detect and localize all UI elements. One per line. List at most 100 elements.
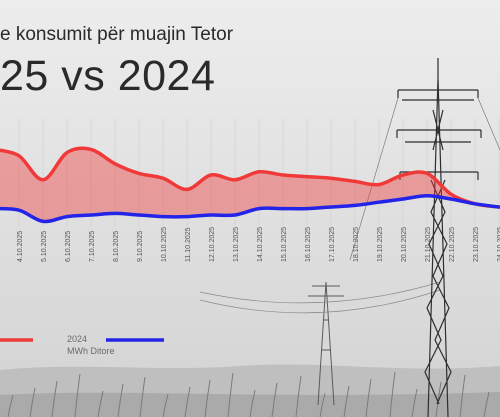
x-tick-label: 11.10.2025 <box>185 227 192 262</box>
grass-blade <box>97 390 104 417</box>
x-tick-label: 19.10.2025 <box>377 227 384 262</box>
grass-blade <box>459 374 466 417</box>
grass-blade <box>295 375 302 417</box>
point-2024 <box>402 198 404 200</box>
point-2024 <box>474 203 476 205</box>
legend-2024-label: 2024 <box>67 334 88 344</box>
point-2024 <box>90 214 92 216</box>
grass-blade <box>435 381 442 417</box>
grass-blade <box>249 389 256 417</box>
x-tick-label: 7.10.2025 <box>89 231 96 262</box>
ground-backdrop <box>0 281 500 417</box>
point-2024 <box>498 206 500 208</box>
point-2024 <box>378 201 380 203</box>
point-2025 <box>114 163 116 165</box>
x-tick-label: 5.10.2025 <box>41 231 48 262</box>
x-tick-label: 6.10.2025 <box>65 231 72 262</box>
ground-foreground <box>0 392 500 417</box>
point-2024 <box>426 195 428 197</box>
point-2024 <box>282 207 284 210</box>
x-tick-label: 4.10.2025 <box>17 231 24 262</box>
point-2024 <box>330 206 332 208</box>
point-2024 <box>234 214 236 216</box>
difference-fill <box>0 148 499 222</box>
point-2025 <box>306 175 308 178</box>
grass-blade <box>29 387 36 417</box>
power-wire <box>199 281 441 314</box>
grass-blade <box>411 388 418 417</box>
x-tick-label: 12.10.2025 <box>209 227 216 262</box>
grass-blade <box>271 382 278 417</box>
point-2025 <box>162 177 164 179</box>
point-2025 <box>186 188 188 191</box>
chart-subtitle: e konsumit për muajin Tetor <box>0 24 234 45</box>
chart-title: 25 vs 2024 <box>0 52 216 100</box>
x-tick-label: 13.10.2025 <box>233 227 240 262</box>
x-tick-label: 20.10.2025 <box>401 227 408 262</box>
point-2025 <box>282 174 284 176</box>
grass-blade <box>204 379 211 417</box>
point-2024 <box>306 207 308 210</box>
point-2025 <box>258 171 260 173</box>
point-2025 <box>42 179 44 181</box>
legend-2024-unit: MWh Ditore <box>67 346 115 356</box>
difference-area <box>0 148 499 222</box>
grass-blade <box>483 391 490 417</box>
point-2025 <box>354 180 356 183</box>
series-line-2024 <box>0 194 500 224</box>
point-2025 <box>450 193 452 195</box>
point-2025 <box>66 151 68 154</box>
point-2024 <box>162 215 164 218</box>
point-2024 <box>210 214 212 216</box>
point-2025 <box>402 174 404 176</box>
background-pylon <box>308 281 344 406</box>
point-2024 <box>42 220 44 223</box>
series-line-2025 <box>0 146 500 209</box>
series-lines <box>0 146 500 224</box>
x-tick-label: 14.10.2025 <box>257 227 264 262</box>
grass-blade <box>227 372 234 417</box>
tower-wire <box>477 97 500 151</box>
point-2025 <box>138 172 140 175</box>
point-2025 <box>426 172 428 175</box>
x-tick-label: 15.10.2025 <box>281 227 288 262</box>
point-2025 <box>18 155 20 157</box>
grass-blade <box>365 378 372 417</box>
grass-blade <box>184 386 191 417</box>
grass-blade <box>162 393 169 417</box>
x-tick-label: 22.10.2025 <box>449 227 456 262</box>
point-2024 <box>186 215 188 218</box>
grass-blade <box>139 376 146 417</box>
point-2024 <box>66 215 68 218</box>
point-2024 <box>354 204 356 207</box>
x-tick-label: 10.10.2025 <box>161 227 168 262</box>
x-tick-label: 16.10.2025 <box>305 227 312 262</box>
x-tick-label: 18.10.2025 <box>353 227 360 262</box>
grass-blade <box>343 385 350 417</box>
point-2024 <box>18 209 20 211</box>
grass-blade <box>74 373 81 417</box>
grass-blade <box>7 394 14 417</box>
x-tick-label: 8.10.2025 <box>113 231 120 262</box>
point-2024 <box>114 212 116 215</box>
x-tick-label: 23.10.2025 <box>473 227 480 262</box>
point-2024 <box>138 214 140 216</box>
x-axis-ticks: 4.10.2025 5.10.2025 6.10.2025 7.10.2025 8.10… <box>17 227 500 262</box>
tower-wire <box>349 97 399 261</box>
point-2025 <box>90 148 92 151</box>
transmission-tower <box>349 58 500 417</box>
point-2024 <box>258 207 260 210</box>
x-tick-label: 21.10.2025 <box>425 227 432 262</box>
point-2025 <box>378 183 380 186</box>
point-2025 <box>210 174 212 176</box>
grass-blade <box>389 371 396 417</box>
grass-blade <box>117 383 124 417</box>
grass-blade <box>319 392 326 417</box>
point-2025 <box>330 177 332 179</box>
x-tick-label: 17.10.2025 <box>329 227 336 262</box>
point-2025 <box>234 179 236 181</box>
x-tick-label: 24.10.2025 <box>497 227 500 262</box>
